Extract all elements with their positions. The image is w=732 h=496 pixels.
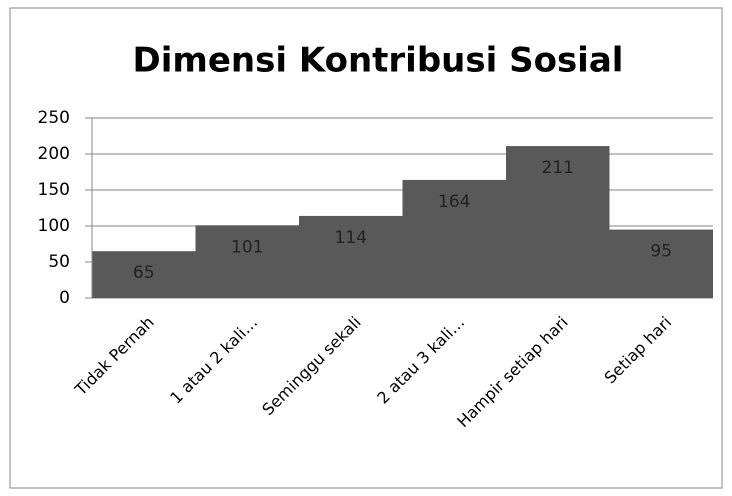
bar [299,215,403,298]
chart-title: Dimensi Kontribusi Sosial [133,41,624,81]
value-label: 164 [438,192,470,212]
value-label: 114 [335,228,367,248]
chart-frame [9,7,723,489]
bar [92,251,196,298]
x-tick-label: Hampir setiap hari [453,313,572,432]
y-tick-label: 200 [38,144,70,164]
x-tick-label: Tidak Pernah [71,313,158,400]
y-tick-label: 100 [38,216,70,236]
value-label: 101 [231,237,263,257]
y-tick-label: 50 [48,252,70,272]
value-label: 65 [133,263,155,283]
value-label: 211 [542,158,574,178]
bar [195,225,299,298]
y-tick-label: 150 [38,180,70,200]
x-tick-label: 2 atau 3 kali… [373,313,468,408]
x-tick-label: Setiap hari [600,313,675,388]
bar [506,146,610,298]
y-tick-label: 250 [38,108,70,128]
bar [609,229,713,298]
x-tick-label: Seminggu sekali [258,313,364,419]
x-tick-label: 1 atau 2 kali… [166,313,261,408]
bar [402,179,506,298]
y-tick-label: 0 [59,288,70,308]
value-label: 95 [650,242,672,262]
